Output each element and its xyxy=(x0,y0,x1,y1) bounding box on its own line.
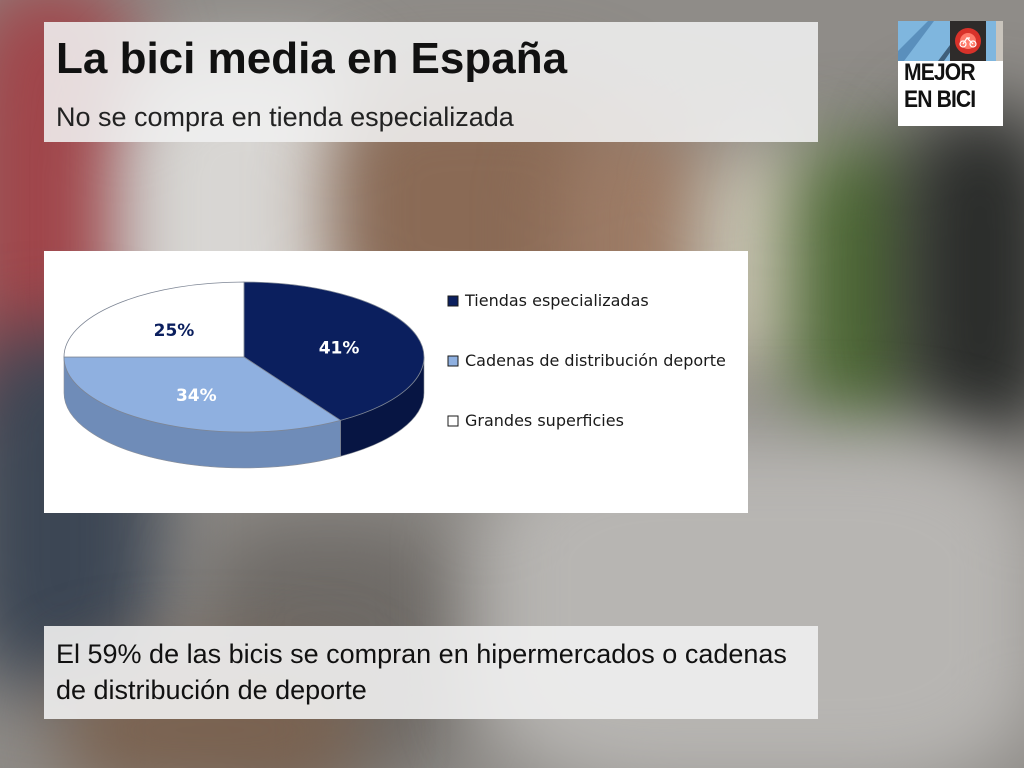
conclusion-box: El 59% de las bicis se compran en hiperm… xyxy=(44,626,818,719)
data-label-1: 41% xyxy=(319,338,360,358)
legend-label-3: Grandes superficies xyxy=(465,411,624,430)
pie-chart-card: 41% 34% 25% Tiendas especializadas Cadenas d… xyxy=(44,251,748,513)
pie-slice-1 xyxy=(243,281,425,421)
data-label-3: 25% xyxy=(154,321,195,341)
mejor-en-bici-logo: MEJOR EN BICI xyxy=(898,21,1003,126)
pie-slice-2 xyxy=(63,356,342,433)
pie-chart: 41% 34% 25% Tiendas especializadas Cadenas d… xyxy=(63,281,726,469)
bike-traffic-light-icon xyxy=(898,21,1003,61)
data-label-2: 34% xyxy=(176,386,217,406)
title-box: La bici media en España No se compra en … xyxy=(44,22,818,142)
slide-title: La bici media en España xyxy=(56,34,568,83)
legend-label-1: Tiendas especializadas xyxy=(464,291,649,310)
slide-subtitle: No se compra en tienda especializada xyxy=(56,102,514,132)
legend-swatch-3 xyxy=(447,415,459,427)
legend-label-2: Cadenas de distribución deporte xyxy=(465,351,726,370)
conclusion-text: El 59% de las bicis se compran en hiperm… xyxy=(56,639,787,705)
legend-swatch-1 xyxy=(447,295,459,307)
legend-swatch-2 xyxy=(447,355,459,367)
pie-slice-3 xyxy=(63,281,245,358)
logo-wordmark: MEJOR EN BICI xyxy=(904,59,976,113)
